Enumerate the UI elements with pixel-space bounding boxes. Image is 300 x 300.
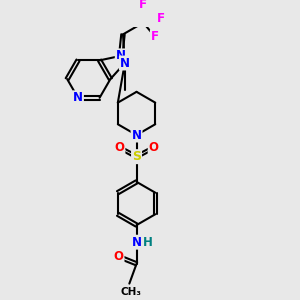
Text: O: O — [149, 141, 159, 154]
Text: F: F — [151, 30, 159, 43]
Text: N: N — [120, 56, 130, 70]
Text: H: H — [143, 236, 153, 249]
Text: S: S — [132, 150, 141, 163]
Text: N: N — [73, 91, 83, 104]
Text: CH₃: CH₃ — [121, 287, 142, 297]
Text: F: F — [139, 0, 147, 11]
Text: F: F — [157, 11, 165, 25]
Text: O: O — [113, 250, 124, 263]
Text: N: N — [131, 128, 142, 142]
Text: O: O — [114, 141, 124, 154]
Text: N: N — [116, 50, 126, 62]
Text: N: N — [131, 236, 142, 249]
